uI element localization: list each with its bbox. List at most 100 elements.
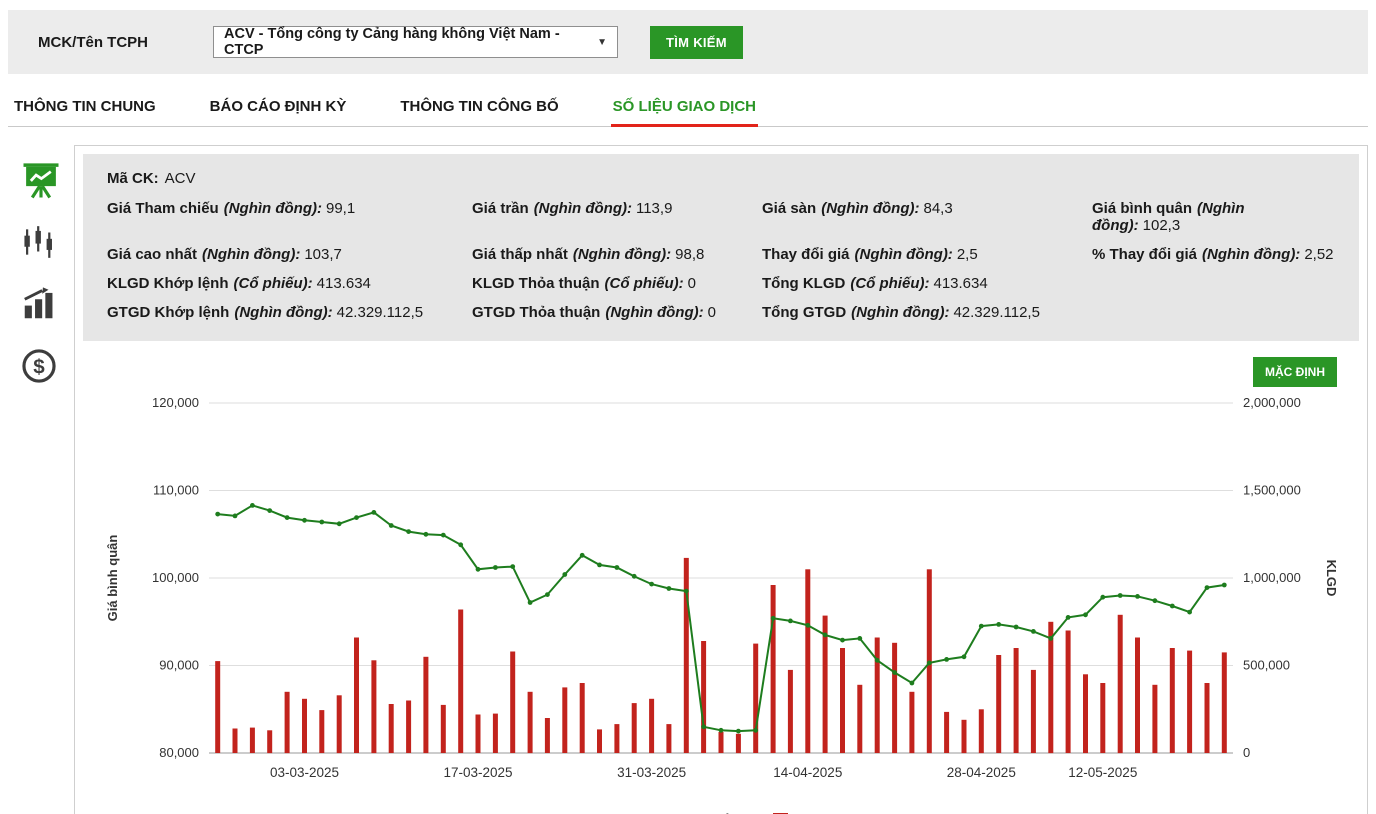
svg-text:500,000: 500,000 [1243, 658, 1290, 673]
stat-unit: (Nghìn đồng): [533, 200, 632, 217]
stat-unit: (Nghìn đồng): [605, 304, 704, 321]
stat-label: Giá trần [472, 200, 529, 217]
search-label: MCK/Tên TCPH [38, 33, 148, 51]
stat-value: 103,7 [304, 246, 342, 263]
stat-value: 0 [687, 275, 696, 292]
stat-value: 413.634 [316, 275, 371, 292]
stat-label: Giá thấp nhất [472, 246, 568, 263]
stat-item: Giá cao nhất (Nghìn đồng): 103,7 [107, 246, 472, 263]
chevron-down-icon: ▼ [597, 36, 607, 48]
stat-item: % Thay đổi giá (Nghìn đồng): 2,52 [1092, 246, 1335, 263]
stat-value: 99,1 [326, 200, 356, 217]
stat-item: Giá trần (Nghìn đồng): 113,9 [472, 200, 762, 234]
candlestick-chart-button[interactable] [18, 219, 64, 265]
svg-text:1,500,000: 1,500,000 [1243, 483, 1301, 498]
stat-label: GTGD Thỏa thuận [472, 304, 601, 321]
stat-value: 113,9 [635, 200, 673, 217]
stat-item: Tổng KLGD (Cổ phiếu): 413.634 [762, 275, 1092, 292]
stat-unit: (Nghìn đồng): [1202, 246, 1301, 263]
stat-item: GTGD Thỏa thuận (Nghìn đồng): 0 [472, 304, 762, 321]
chart-panel: MẶC ĐỊNH 80,000 90,000 100,000 110,000 120,0… [83, 341, 1359, 814]
bar-chart-trend-icon [24, 287, 53, 319]
svg-text:1,000,000: 1,000,000 [1243, 570, 1301, 585]
svg-text:12-05-2025: 12-05-2025 [1068, 765, 1137, 780]
chart-legend: Giá bình quân KLGD [101, 810, 1341, 814]
stat-item-empty [1092, 275, 1335, 292]
stat-label: Giá bình quân [1092, 200, 1192, 217]
price-volume-chart-svg: 80,000 90,000 100,000 110,000 120,000 0 500,00… [105, 395, 1339, 780]
stat-unit: (Nghìn đồng): [223, 200, 322, 217]
stat-value: 413.634 [933, 275, 988, 292]
bar-swatch [773, 812, 789, 814]
company-select-value: ACV - Tổng công ty Cảng hàng không Việt … [224, 26, 560, 58]
volume-chart-button[interactable] [18, 281, 64, 327]
stat-item: Giá sàn (Nghìn đồng): 84,3 [762, 200, 1092, 234]
stat-label: Giá cao nhất [107, 246, 198, 263]
search-button[interactable]: TÌM KIẾM [650, 25, 743, 59]
stat-label: Giá sàn [762, 200, 817, 217]
stat-item: Giá thấp nhất (Nghìn đồng): 98,8 [472, 246, 762, 263]
price-volume-chart: 80,000 90,000 100,000 110,000 120,000 0 500,00… [101, 379, 1341, 810]
stat-item: KLGD Thỏa thuận (Cổ phiếu): 0 [472, 275, 762, 292]
stat-unit: (Nghìn đồng): [202, 246, 301, 263]
stat-unit: (Cổ phiếu): [233, 275, 313, 292]
stat-value: 2,5 [956, 246, 978, 263]
tab-bao-cao-dinh-ky[interactable]: BÁO CÁO ĐỊNH KỲ [209, 98, 347, 115]
stat-item: KLGD Khớp lệnh (Cổ phiếu): 413.634 [107, 275, 472, 292]
legend-label-volume: KLGD [796, 812, 834, 814]
svg-text:110,000: 110,000 [153, 483, 199, 498]
svg-text:Giá bình quân: Giá bình quân [105, 535, 120, 622]
stat-row: Giá cao nhất (Nghìn đồng): 103,7 Giá thấp … [107, 246, 1335, 263]
main-panel: Mã CK: ACV Giá Tham chiếu (Nghìn đồng): 99,… [74, 145, 1368, 814]
legend-item-volume: KLGD [773, 812, 835, 814]
stat-unit: (Nghìn đồng): [821, 200, 920, 217]
value-chart-button[interactable]: $ [18, 343, 64, 389]
stat-item-empty [1092, 304, 1335, 321]
stat-unit: (Nghìn đồng): [234, 304, 333, 321]
trading-summary-panel: Mã CK: ACV Giá Tham chiếu (Nghìn đồng): 99,… [83, 154, 1359, 341]
stat-value: 42.329.112,5 [336, 304, 424, 321]
stat-value: 2,52 [1304, 246, 1334, 263]
stat-value: 42.329.112,5 [953, 304, 1040, 321]
stat-label: KLGD Thỏa thuận [472, 275, 600, 292]
stat-unit: (Nghìn đồng): [572, 246, 672, 263]
svg-text:KLGD: KLGD [1324, 560, 1339, 597]
legend-item-price: Giá bình quân [607, 812, 739, 814]
tab-thong-tin-cong-bo[interactable]: THÔNG TIN CÔNG BỐ [400, 98, 559, 115]
stat-label: % Thay đổi giá [1092, 246, 1198, 263]
default-view-button[interactable]: MẶC ĐỊNH [1253, 357, 1337, 387]
content: $ Mã CK: ACV Giá Tham chiếu (Nghìn đồng): 9… [8, 145, 1368, 814]
svg-text:17-03-2025: 17-03-2025 [443, 765, 512, 780]
stat-label: Giá Tham chiếu [107, 200, 219, 217]
stat-unit: (Nghìn đồng): [851, 304, 950, 321]
stat-value: 98,8 [675, 246, 705, 263]
dollar-circle-icon: $ [22, 349, 56, 383]
svg-text:$: $ [33, 355, 45, 378]
stat-unit: (Nghìn đồng): [1092, 200, 1245, 234]
svg-text:28-04-2025: 28-04-2025 [947, 765, 1016, 780]
company-select[interactable]: ACV - Tổng công ty Cảng hàng không Việt … [213, 26, 618, 58]
stat-row: Giá Tham chiếu (Nghìn đồng): 99,1 Giá trần… [107, 200, 1335, 234]
stat-item: Giá bình quân (Nghìn đồng): 102,3 [1092, 200, 1335, 234]
svg-text:14-04-2025: 14-04-2025 [773, 765, 842, 780]
chart-type-rail: $ [8, 145, 74, 814]
svg-text:31-03-2025: 31-03-2025 [617, 765, 686, 780]
search-bar: MCK/Tên TCPH ACV - Tổng công ty Cảng hàn… [8, 10, 1368, 74]
legend-label-price: Giá bình quân [649, 812, 739, 814]
stat-row: GTGD Khớp lệnh (Nghìn đồng): 42.329.112,5 … [107, 304, 1335, 321]
stat-row: KLGD Khớp lệnh (Cổ phiếu): 413.634 KLGD Th… [107, 275, 1335, 292]
svg-text:0: 0 [1243, 745, 1250, 760]
price-chart-button[interactable] [18, 157, 64, 203]
stat-label: KLGD Khớp lệnh [107, 275, 229, 292]
presentation-chart-icon [23, 163, 59, 199]
stat-value: 0 [707, 304, 716, 321]
ticker-row: Mã CK: ACV [107, 170, 1335, 187]
svg-text:100,000: 100,000 [152, 570, 199, 585]
ticker-label: Mã CK: [107, 170, 159, 187]
stat-label: Tổng KLGD [762, 275, 846, 292]
stat-label: GTGD Khớp lệnh [107, 304, 230, 321]
tab-thong-tin-chung[interactable]: THÔNG TIN CHUNG [14, 98, 156, 115]
stat-item: Giá Tham chiếu (Nghìn đồng): 99,1 [107, 200, 472, 234]
tab-so-lieu-giao-dich[interactable]: SỐ LIỆU GIAO DỊCH [610, 88, 759, 127]
